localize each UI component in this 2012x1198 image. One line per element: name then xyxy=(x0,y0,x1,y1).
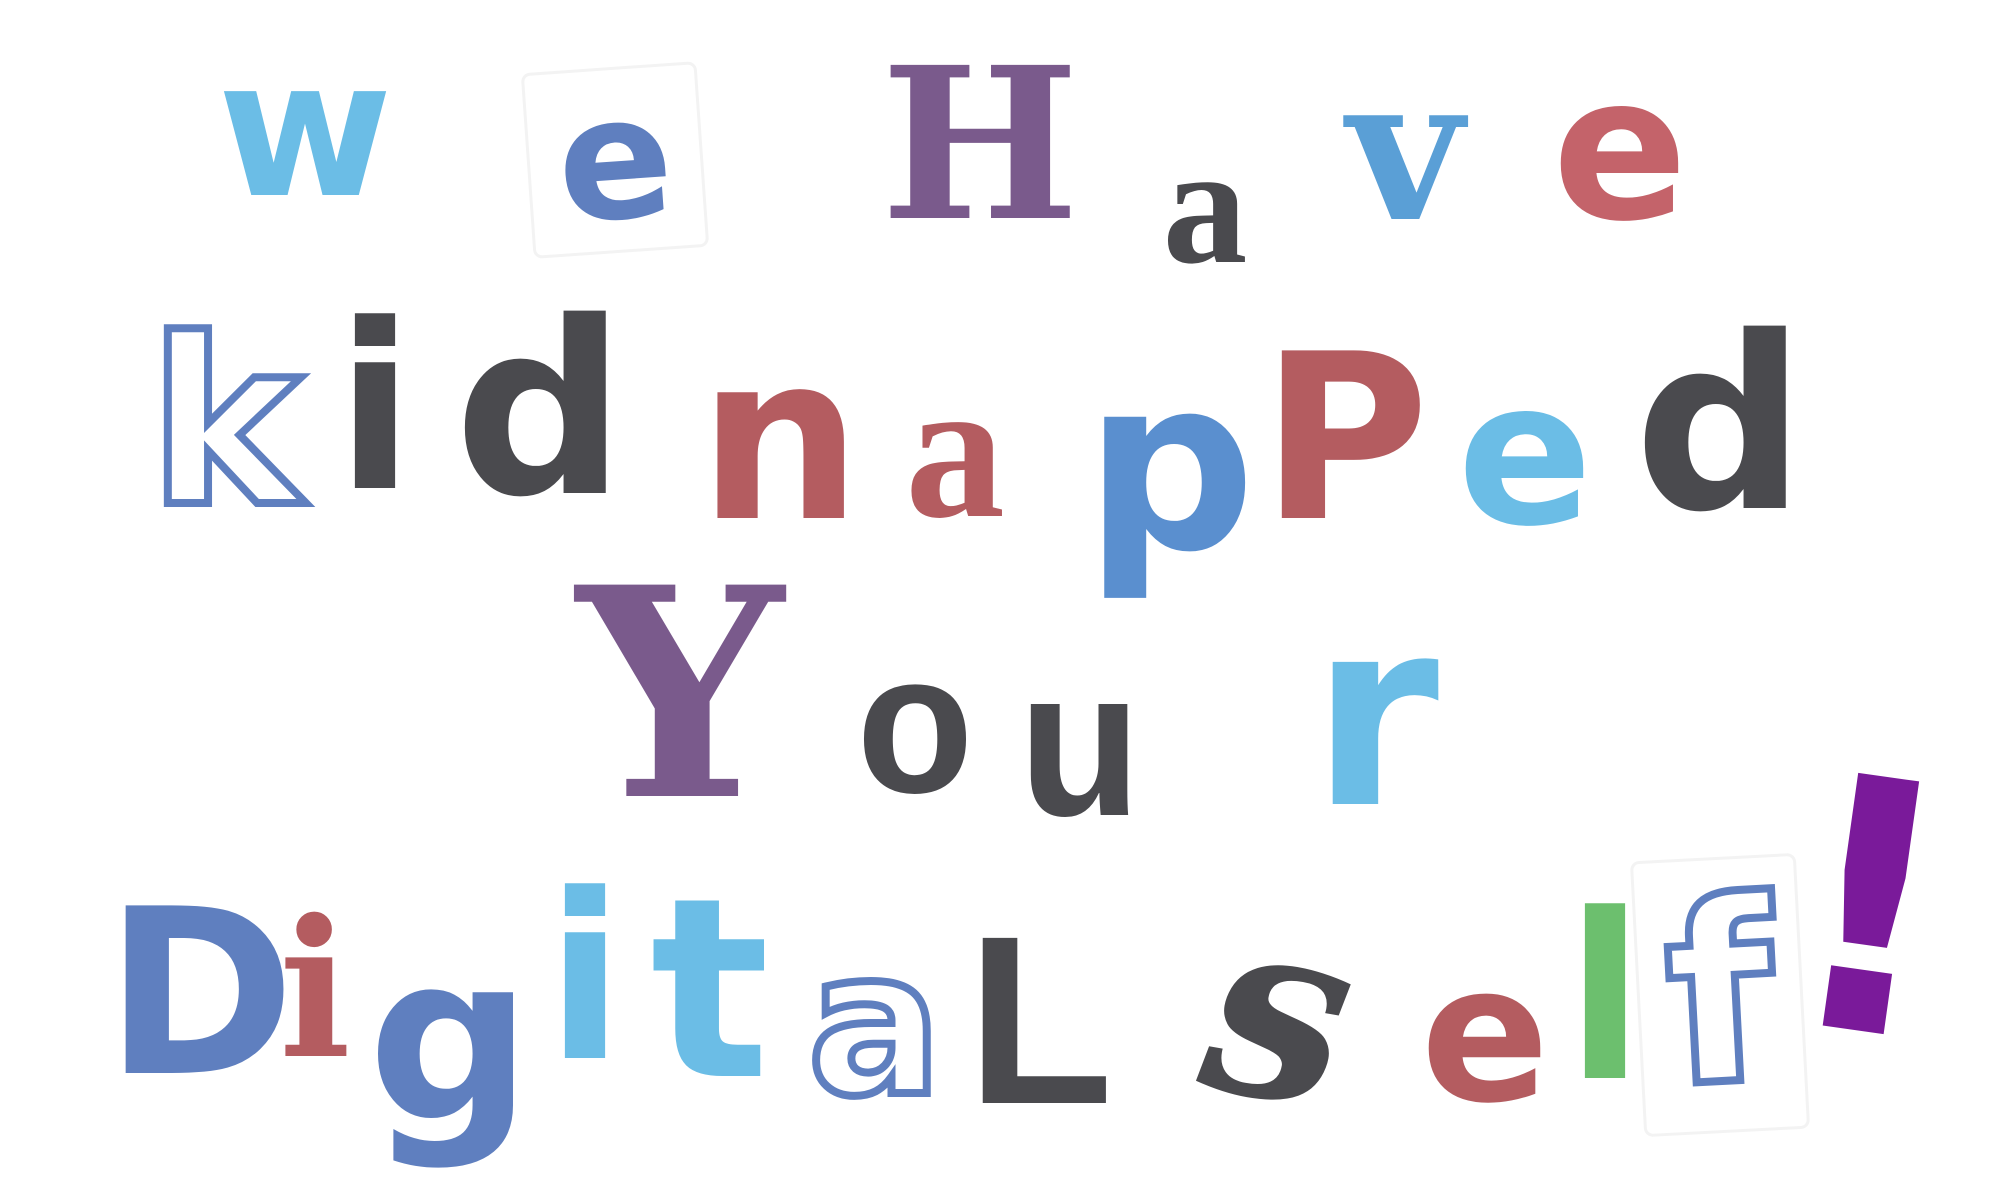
letter-a: a xyxy=(1162,111,1248,299)
letter-a: a xyxy=(905,339,1005,560)
line-digital-self: D i g i t a L s e l f ! xyxy=(0,697,2012,1167)
letter-a: a xyxy=(804,908,947,1141)
letter-w: w xyxy=(217,19,393,240)
letter-o: o xyxy=(854,626,976,853)
line-we-have: w e H a v e xyxy=(0,20,2012,320)
letter-n: n xyxy=(698,306,862,573)
letter-i: i xyxy=(545,846,625,1113)
letter-u: u xyxy=(1016,641,1144,879)
letter-d: d xyxy=(1634,285,1806,565)
letter-v: v xyxy=(1346,32,1464,267)
letter-t: t xyxy=(650,844,770,1135)
letter-l: l xyxy=(1565,866,1645,1133)
line-your: Y o u r xyxy=(0,525,2012,879)
letter-i: i xyxy=(278,878,352,1101)
letter-d: d xyxy=(454,270,626,550)
letter-i: i xyxy=(335,276,415,543)
letter-p: p xyxy=(1084,325,1256,605)
letter-e: e xyxy=(1552,33,1688,266)
letter-s: s xyxy=(1185,853,1375,1167)
letter-e: e xyxy=(523,57,707,263)
line-kidnapped: k i d n a p P e d xyxy=(0,270,2012,585)
letter-r: r xyxy=(1310,564,1440,866)
letter-e: e xyxy=(1420,924,1550,1145)
letter-g: g xyxy=(367,906,533,1173)
letter-D: D xyxy=(104,861,296,1128)
letter-Y: Y xyxy=(576,525,784,865)
letter-H: H xyxy=(880,21,1080,268)
letter-P: P xyxy=(1260,306,1430,573)
letter-e: e xyxy=(1457,338,1593,571)
letter-k: k xyxy=(145,291,306,558)
letter-exclamation: ! xyxy=(1762,696,1978,1124)
letter-L: L xyxy=(966,886,1114,1154)
